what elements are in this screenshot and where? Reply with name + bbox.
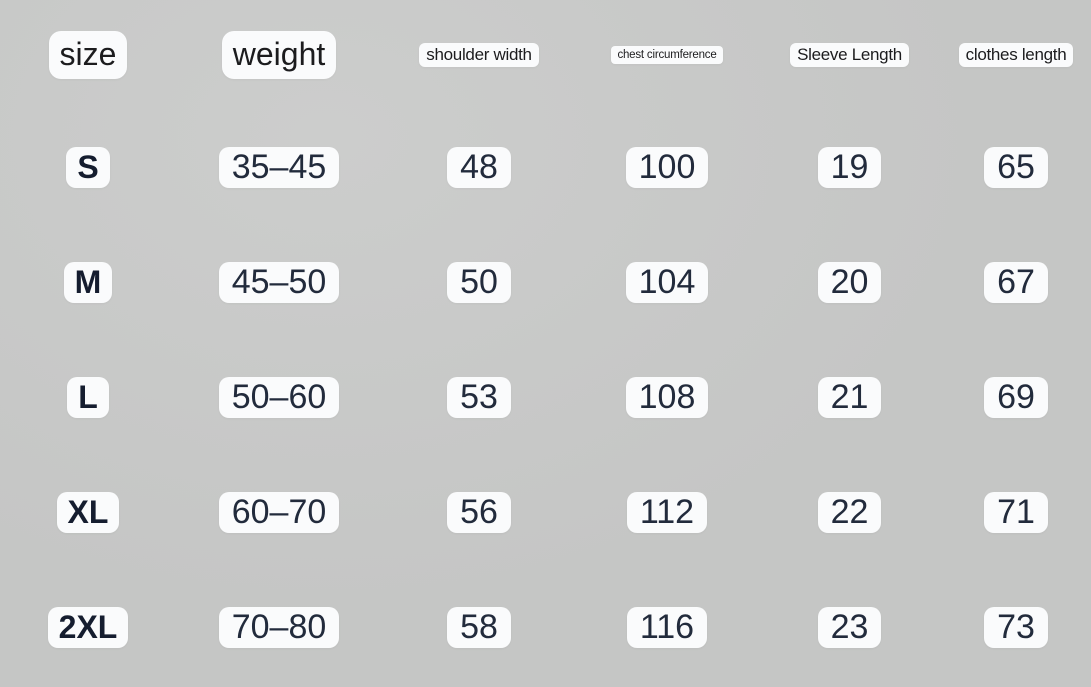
column-header-chest-circumference: chest circumference [611,45,723,65]
header-cell-sleeve-length: Sleeve Length [758,0,941,110]
row-s-chest-cell: 100 [576,110,758,225]
row-l-shoulder-cell: 53 [382,340,576,455]
row-2xl-chest-cell: 116 [576,570,758,685]
row-s-sleeve-cell: 19 [758,110,941,225]
size-label-xl: XL [56,491,120,534]
value-shoulder-2xl: 58 [447,606,511,649]
size-label-l: L [67,376,109,419]
value-clothes-s: 65 [984,146,1048,189]
header-cell-clothes-length: clothes length [941,0,1091,110]
header-cell-shoulder-width: shoulder width [382,0,576,110]
value-shoulder-xl: 56 [447,491,511,534]
value-chest-s: 100 [625,146,709,189]
row-l-chest-cell: 108 [576,340,758,455]
row-l-size-cell: L [0,340,176,455]
value-weight-s: 35–45 [218,146,340,189]
header-cell-size: size [0,0,176,110]
value-clothes-2xl: 73 [984,606,1048,649]
value-clothes-xl: 71 [984,491,1048,534]
row-xl-shoulder-cell: 56 [382,455,576,570]
row-xl-weight-cell: 60–70 [176,455,382,570]
value-clothes-l: 69 [984,376,1048,419]
row-l-clothes-cell: 69 [941,340,1091,455]
row-2xl-size-cell: 2XL [0,570,176,685]
value-chest-m: 104 [625,261,709,304]
value-shoulder-m: 50 [447,261,511,304]
row-s-size-cell: S [0,110,176,225]
row-l-weight-cell: 50–60 [176,340,382,455]
row-s-shoulder-cell: 48 [382,110,576,225]
value-sleeve-m: 20 [817,261,882,304]
column-header-sleeve-length: Sleeve Length [790,42,909,68]
column-header-shoulder-width: shoulder width [419,42,539,68]
row-m-sleeve-cell: 20 [758,225,941,340]
value-sleeve-xl: 22 [817,491,882,534]
column-header-weight: weight [221,31,337,79]
row-m-shoulder-cell: 50 [382,225,576,340]
value-shoulder-l: 53 [447,376,511,419]
value-chest-l: 108 [625,376,709,419]
row-m-chest-cell: 104 [576,225,758,340]
row-2xl-shoulder-cell: 58 [382,570,576,685]
row-xl-chest-cell: 112 [576,455,758,570]
value-chest-xl: 112 [626,491,708,534]
row-2xl-clothes-cell: 73 [941,570,1091,685]
row-m-size-cell: M [0,225,176,340]
value-weight-l: 50–60 [218,376,340,419]
row-2xl-weight-cell: 70–80 [176,570,382,685]
header-cell-chest-circumference: chest circumference [576,0,758,110]
size-label-m: M [63,261,113,304]
size-label-2xl: 2XL [47,606,129,649]
row-2xl-sleeve-cell: 23 [758,570,941,685]
row-xl-sleeve-cell: 22 [758,455,941,570]
value-weight-xl: 60–70 [218,491,340,534]
header-cell-weight: weight [176,0,382,110]
row-xl-clothes-cell: 71 [941,455,1091,570]
value-weight-2xl: 70–80 [218,606,340,649]
value-weight-m: 45–50 [218,261,340,304]
column-header-clothes-length: clothes length [958,42,1074,68]
value-chest-2xl: 116 [626,606,708,649]
row-l-sleeve-cell: 21 [758,340,941,455]
value-sleeve-l: 21 [817,376,882,419]
row-m-clothes-cell: 67 [941,225,1091,340]
row-xl-size-cell: XL [0,455,176,570]
row-s-weight-cell: 35–45 [176,110,382,225]
column-header-size: size [48,31,128,79]
value-shoulder-s: 48 [447,146,511,189]
value-clothes-m: 67 [984,261,1048,304]
size-label-s: S [66,146,110,189]
row-m-weight-cell: 45–50 [176,225,382,340]
row-s-clothes-cell: 65 [941,110,1091,225]
value-sleeve-s: 19 [817,146,882,189]
value-sleeve-2xl: 23 [817,606,882,649]
